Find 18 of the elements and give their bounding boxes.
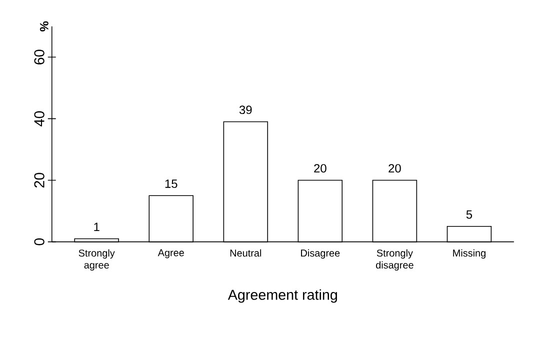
y-tick-label: 60 xyxy=(34,50,44,64)
x-tick-label: Strongly agree xyxy=(78,249,115,271)
y-tick-label: 40 xyxy=(34,111,44,126)
data-label: 20 xyxy=(314,164,326,173)
data-label: 5 xyxy=(466,210,472,219)
data-label: 20 xyxy=(388,164,401,173)
x-tick-label: Missing xyxy=(453,249,486,259)
y-axis-title: % xyxy=(40,21,48,32)
data-label: 39 xyxy=(239,106,252,114)
data-label: 1 xyxy=(94,222,100,232)
x-tick-label: Disagree xyxy=(301,249,340,259)
x-tick-label: Neutral xyxy=(230,249,262,257)
x-tick-label: Agree xyxy=(158,249,184,258)
y-tick-label: 0 xyxy=(34,238,44,246)
x-axis-title: Agreement rating xyxy=(228,289,337,303)
x-tick-label: Strongly disagree xyxy=(376,249,414,271)
y-tick-label: 20 xyxy=(34,172,44,188)
data-label: 15 xyxy=(165,180,178,188)
